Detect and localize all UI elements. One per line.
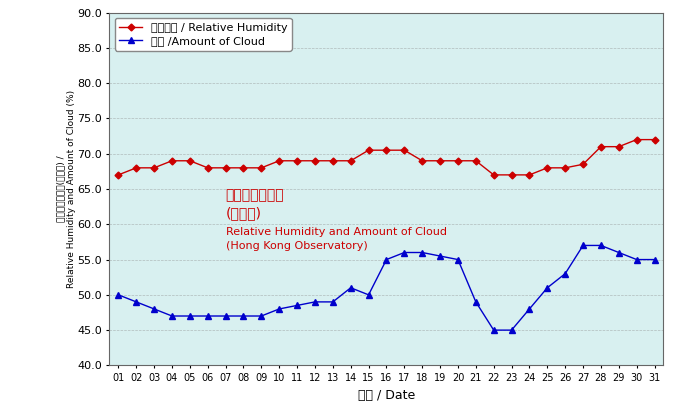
相對濕度 / Relative Humidity [186,158,194,163]
相對濕度 / Relative Humidity [275,158,283,163]
雲量 /Amount of Cloud [454,257,462,262]
雲量 /Amount of Cloud [543,285,551,290]
雲量 /Amount of Cloud [257,313,265,318]
相對濕度 / Relative Humidity [311,158,319,163]
雲量 /Amount of Cloud [472,299,480,304]
Text: (天文台): (天文台) [226,206,261,220]
Legend: 相對濕度 / Relative Humidity, 雲量 /Amount of Cloud: 相對濕度 / Relative Humidity, 雲量 /Amount of … [115,18,291,50]
相對濕度 / Relative Humidity [633,137,641,142]
相對濕度 / Relative Humidity [114,172,122,177]
雲量 /Amount of Cloud [597,243,605,248]
雲量 /Amount of Cloud [633,257,641,262]
雲量 /Amount of Cloud [525,307,534,312]
雲量 /Amount of Cloud [150,307,158,312]
雲量 /Amount of Cloud [365,292,373,297]
相對濕度 / Relative Humidity [132,165,140,171]
相對濕度 / Relative Humidity [597,144,605,149]
雲量 /Amount of Cloud [650,257,659,262]
相對濕度 / Relative Humidity [329,158,337,163]
雲量 /Amount of Cloud [347,285,355,290]
雲量 /Amount of Cloud [293,303,301,308]
相對濕度 / Relative Humidity [382,148,391,153]
相對濕度 / Relative Humidity [543,165,551,171]
雲量 /Amount of Cloud [204,313,212,318]
相對濕度 / Relative Humidity [490,172,498,177]
雲量 /Amount of Cloud [168,313,176,318]
雲量 /Amount of Cloud [615,250,623,255]
相對濕度 / Relative Humidity [508,172,516,177]
雲量 /Amount of Cloud [490,328,498,333]
相對濕度 / Relative Humidity [204,165,212,171]
雲量 /Amount of Cloud [561,271,569,276]
Line: 相對濕度 / Relative Humidity: 相對濕度 / Relative Humidity [116,137,657,177]
雲量 /Amount of Cloud [239,313,248,318]
相對濕度 / Relative Humidity [650,137,659,142]
相對濕度 / Relative Humidity [347,158,355,163]
相對濕度 / Relative Humidity [579,162,587,167]
相對濕度 / Relative Humidity [454,158,462,163]
雲量 /Amount of Cloud [418,250,426,255]
相對濕度 / Relative Humidity [472,158,480,163]
雲量 /Amount of Cloud [132,299,140,304]
相對濕度 / Relative Humidity [525,172,534,177]
Text: Relative Humidity and Amount of Cloud: Relative Humidity and Amount of Cloud [226,227,447,237]
雲量 /Amount of Cloud [382,257,391,262]
相對濕度 / Relative Humidity [615,144,623,149]
雲量 /Amount of Cloud [114,292,122,297]
雲量 /Amount of Cloud [311,299,319,304]
雲量 /Amount of Cloud [436,254,444,259]
相對濕度 / Relative Humidity [418,158,426,163]
雲量 /Amount of Cloud [275,307,283,312]
相對濕度 / Relative Humidity [257,165,265,171]
雲量 /Amount of Cloud [508,328,516,333]
雲量 /Amount of Cloud [400,250,408,255]
X-axis label: 日期 / Date: 日期 / Date [358,388,415,402]
相對濕度 / Relative Humidity [239,165,248,171]
相對濕度 / Relative Humidity [222,165,230,171]
雲量 /Amount of Cloud [222,313,230,318]
雲量 /Amount of Cloud [186,313,194,318]
Text: (Hong Kong Observatory): (Hong Kong Observatory) [226,241,367,251]
雲量 /Amount of Cloud [329,299,337,304]
相對濕度 / Relative Humidity [561,165,569,171]
雲量 /Amount of Cloud [579,243,587,248]
Y-axis label: 相對濕度及雲量(百分比) /
Relative Humidity and Amount of Cloud (%): 相對濕度及雲量(百分比) / Relative Humidity and Amo… [56,90,76,288]
相對濕度 / Relative Humidity [168,158,176,163]
Line: 雲量 /Amount of Cloud: 雲量 /Amount of Cloud [116,243,657,333]
相對濕度 / Relative Humidity [436,158,444,163]
相對濕度 / Relative Humidity [400,148,408,153]
Text: 相對濕度及雲量: 相對濕度及雲量 [226,189,285,202]
相對濕度 / Relative Humidity [293,158,301,163]
相對濕度 / Relative Humidity [365,148,373,153]
相對濕度 / Relative Humidity [150,165,158,171]
